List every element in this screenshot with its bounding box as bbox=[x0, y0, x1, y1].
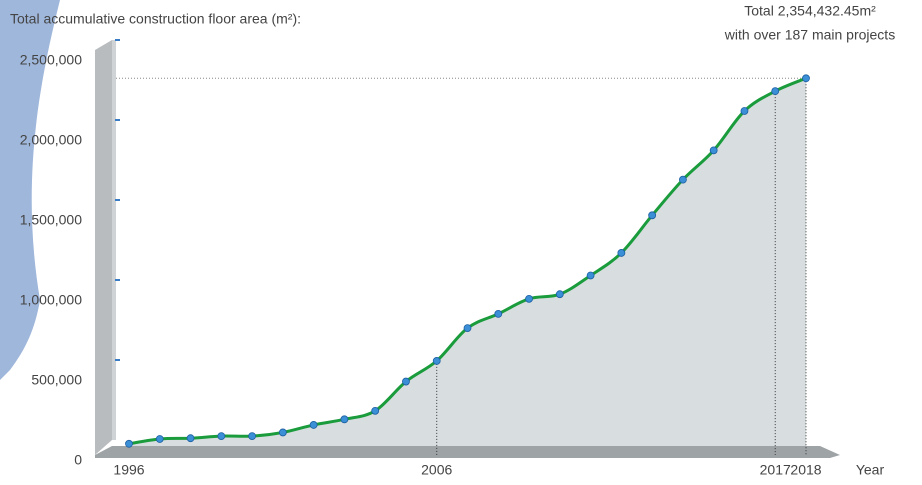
chart: Total accumulative construction floor ar… bbox=[0, 0, 922, 485]
y-tick-label: 500,000 bbox=[31, 372, 82, 388]
x-axis-label: Year bbox=[856, 462, 885, 478]
point bbox=[402, 378, 409, 385]
point bbox=[433, 357, 440, 364]
y-tick-label: 1,000,000 bbox=[20, 292, 82, 308]
annotation: Total 2,354,432.45m² bbox=[744, 3, 876, 19]
point bbox=[679, 176, 686, 183]
point bbox=[464, 325, 471, 332]
left-wall bbox=[95, 40, 112, 455]
point bbox=[587, 272, 594, 279]
left-wall-face bbox=[112, 40, 116, 440]
point bbox=[803, 75, 810, 82]
y-tick-label: 2,500,000 bbox=[20, 52, 82, 68]
x-tick-label: 2006 bbox=[421, 462, 452, 478]
point bbox=[249, 433, 256, 440]
y-tick-label: 0 bbox=[74, 452, 82, 468]
point bbox=[218, 433, 225, 440]
chart-title: Total accumulative construction floor ar… bbox=[10, 11, 301, 27]
point bbox=[772, 88, 779, 95]
x-tick-label: 2017 bbox=[760, 462, 791, 478]
point bbox=[156, 436, 163, 443]
point bbox=[187, 435, 194, 442]
point bbox=[279, 429, 286, 436]
point bbox=[649, 212, 656, 219]
point bbox=[710, 147, 717, 154]
x-tick-label: 1996 bbox=[113, 462, 144, 478]
point bbox=[556, 291, 563, 298]
annotation: with over 187 main projects bbox=[724, 27, 895, 43]
point bbox=[126, 440, 133, 447]
point bbox=[741, 108, 748, 115]
point bbox=[495, 310, 502, 317]
area bbox=[129, 78, 806, 455]
point bbox=[526, 295, 533, 302]
point bbox=[310, 421, 317, 428]
floor bbox=[95, 446, 840, 458]
point bbox=[341, 416, 348, 423]
y-tick-label: 2,000,000 bbox=[20, 132, 82, 148]
y-tick-label: 1,500,000 bbox=[20, 212, 82, 228]
point bbox=[372, 407, 379, 414]
point bbox=[618, 249, 625, 256]
x-tick-label: 2018 bbox=[790, 462, 821, 478]
